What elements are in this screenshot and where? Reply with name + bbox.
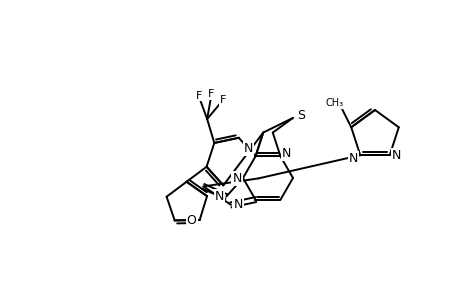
Text: N: N [281, 147, 291, 160]
Text: N: N [232, 172, 241, 184]
Text: N: N [391, 149, 401, 162]
Text: F: F [195, 91, 202, 100]
Text: F: F [219, 95, 226, 105]
Text: N: N [348, 152, 357, 165]
Text: CH₃: CH₃ [325, 98, 342, 108]
Text: O: O [186, 214, 196, 226]
Text: N: N [243, 142, 252, 155]
Text: S: S [297, 110, 304, 122]
Text: N: N [214, 190, 224, 203]
Text: F: F [208, 89, 214, 99]
Text: N: N [233, 198, 242, 211]
